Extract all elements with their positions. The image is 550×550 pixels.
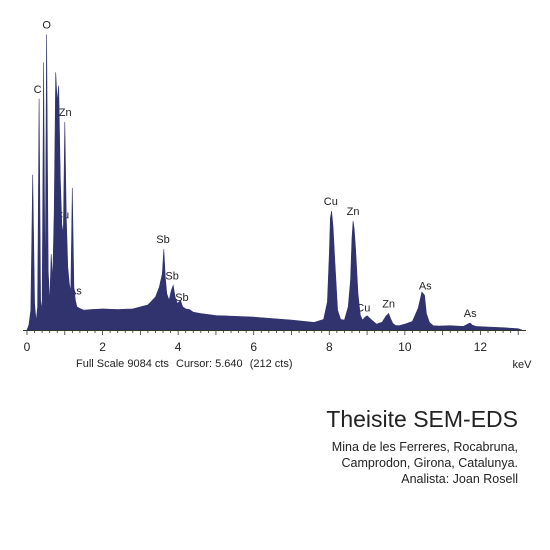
x-tick-label: 10 [398, 340, 412, 354]
x-tick-label: 4 [175, 340, 182, 354]
peak-label: Cu [324, 196, 338, 208]
x-axis-ticks [26, 330, 519, 335]
x-tick-label: 2 [99, 340, 106, 354]
peak-label: C [34, 84, 42, 96]
peak-label: As [464, 308, 477, 320]
x-tick-label: 12 [474, 340, 488, 354]
caption-location-line-1: Mina de les Ferreres, Rocabruna, [331, 440, 518, 454]
x-axis-label: keV [513, 359, 533, 371]
caption-block: Theisite SEM-EDS Mina de les Ferreres, R… [326, 405, 518, 487]
x-tick-label: 0 [24, 340, 31, 354]
status-line: Full Scale 9084 cts Cursor: 5.640 (212 c… [76, 358, 297, 370]
peak-label: Zn [382, 298, 395, 310]
cursor-counts-readout: (212 cts) [249, 358, 293, 370]
x-tick-label: 6 [250, 340, 257, 354]
cursor-readout: Cursor: 5.640 [176, 358, 243, 370]
peak-label: As [419, 280, 432, 292]
peak-label: Sb [175, 292, 188, 304]
peak-label: Sb [156, 234, 169, 246]
caption-analyst-line: Analista: Joan Rosell [401, 472, 518, 486]
full-scale-readout: Full Scale 9084 cts [76, 358, 169, 370]
peak-label: Zn [59, 107, 72, 119]
spectrum-area [26, 34, 523, 331]
peak-label: Sb [165, 270, 178, 282]
caption-location-line-2: Camprodon, Girona, Catalunya. [341, 456, 518, 470]
x-tick-label: 8 [326, 340, 333, 354]
x-axis-tick-labels: 0 2 4 6 8 10 12 [24, 340, 488, 354]
peak-label: Zn [347, 206, 360, 218]
caption-title: Theisite SEM-EDS [326, 406, 518, 432]
peak-label: O [42, 19, 51, 31]
